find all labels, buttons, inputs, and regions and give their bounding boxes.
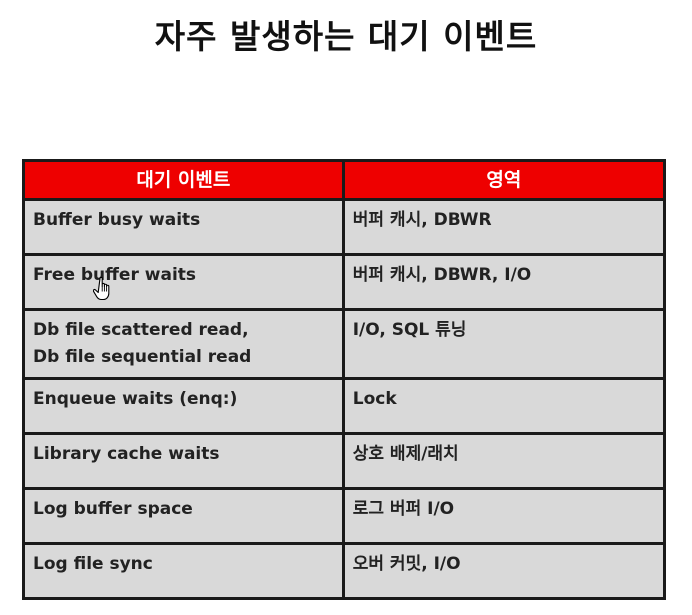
table-row: Db file scattered read, Db file sequenti…: [22, 308, 667, 380]
event-name: Log buffer space: [33, 499, 193, 519]
event-cell: Free buffer waits: [22, 253, 345, 311]
event-name: Db file sequential read: [33, 347, 252, 367]
event-cell: Library cache waits: [22, 432, 345, 490]
header-area: 영역: [341, 159, 667, 201]
event-cell: Log buffer space: [22, 487, 345, 545]
event-name: Free buffer waits: [33, 265, 197, 285]
table-row: Library cache waits 상호 배제/래치: [22, 432, 667, 490]
area-cell: 버퍼 캐시, DBWR: [341, 198, 667, 256]
table-row: Free buffer waits 버퍼 캐시, DBWR, I/O: [22, 253, 667, 311]
table-header-row: 대기 이벤트 영역: [22, 159, 667, 201]
event-cell: Buffer busy waits: [22, 198, 345, 256]
event-name: Library cache waits: [33, 444, 220, 464]
table-row: Enqueue waits (enq:) Lock: [22, 377, 667, 435]
event-name: Buffer busy waits: [33, 210, 201, 230]
page-title: 자주 발생하는 대기 이벤트: [154, 17, 538, 56]
event-cell: Enqueue waits (enq:): [22, 377, 345, 435]
area-cell: 버퍼 캐시, DBWR, I/O: [341, 253, 667, 311]
area-cell: 상호 배제/래치: [341, 432, 667, 490]
event-name: Enqueue waits (enq:): [33, 389, 238, 409]
wait-events-table: 대기 이벤트 영역 Buffer busy waits 버퍼 캐시, DBWR …: [22, 159, 667, 600]
event-cell: Log file sync: [22, 542, 345, 600]
area-cell: 오버 커밋, I/O: [341, 542, 667, 600]
area-cell: I/O, SQL 튜닝: [341, 308, 667, 380]
table-row: Buffer busy waits 버퍼 캐시, DBWR: [22, 198, 667, 256]
area-cell: Lock: [341, 377, 667, 435]
header-wait-event: 대기 이벤트: [22, 159, 345, 201]
event-cell: Db file scattered read, Db file sequenti…: [22, 308, 345, 380]
event-name: Db file scattered read,: [33, 320, 249, 340]
area-cell: 로그 버퍼 I/O: [341, 487, 667, 545]
hand-pointer-icon: [93, 276, 110, 301]
table-row: Log file sync 오버 커밋, I/O: [22, 542, 667, 600]
event-name: Log file sync: [33, 554, 153, 574]
table-row: Log buffer space 로그 버퍼 I/O: [22, 487, 667, 545]
